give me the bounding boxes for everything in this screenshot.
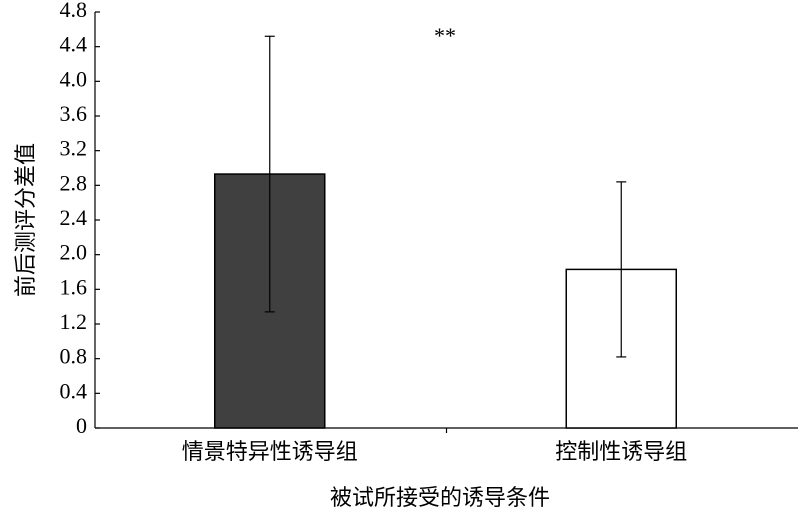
y-tick-label: 2.0 [60,240,88,265]
y-tick-label: 0 [76,413,87,438]
y-tick-label: 0.4 [60,378,88,403]
y-tick-label: 3.6 [60,101,88,126]
y-tick-label: 1.6 [60,274,88,299]
y-tick-label: 0.8 [60,344,88,369]
y-tick-label: 2.4 [60,205,88,230]
x-tick-label: 情景特异性诱导组 [182,439,358,464]
y-tick-label: 2.8 [60,170,88,195]
y-tick-label: 4.4 [60,32,88,57]
y-axis-label: 前后测评分差值 [13,143,38,297]
x-tick-label: 控制性诱导组 [555,439,687,464]
y-tick-label: 1.2 [60,309,88,334]
x-axis-label: 被试所接受的诱导条件 [330,485,550,510]
y-tick-label: 3.2 [60,136,88,161]
y-tick-label: 4.0 [60,66,88,91]
annotation: ** [434,23,456,48]
y-tick-label: 4.8 [60,0,88,22]
